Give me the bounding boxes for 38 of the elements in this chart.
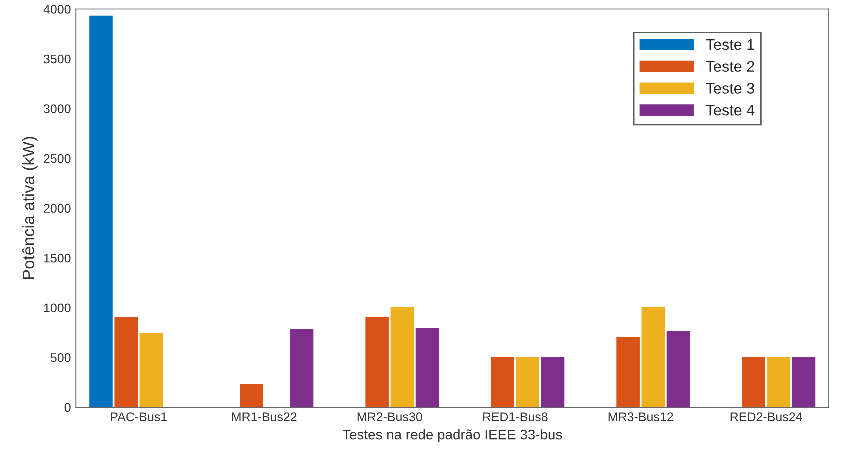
y-tick-label: 2000 xyxy=(44,204,71,213)
x-axis-title: Testes na rede padrão IEEE 33-bus xyxy=(342,430,562,442)
y-tick-label: 0 xyxy=(64,403,71,412)
y-tick-label: 2500 xyxy=(44,154,71,164)
x-tick-label: RED2-Bus24 xyxy=(730,412,802,422)
y-tick-label: 1500 xyxy=(44,254,71,263)
y-tick-label: 500 xyxy=(50,353,71,362)
bar xyxy=(666,331,690,408)
bar xyxy=(516,357,540,408)
y-axis-title: Potência ativa (kW) xyxy=(22,137,38,280)
legend-label: Teste 2 xyxy=(706,61,754,72)
bar xyxy=(642,308,666,408)
y-tick-label: 1000 xyxy=(44,304,71,313)
y-tick-label: 4000 xyxy=(44,5,71,14)
x-tick-label: MR1-Bus22 xyxy=(232,412,297,422)
x-tick-label: MR2-Bus30 xyxy=(358,412,422,422)
x-tick-label: MR3-Bus12 xyxy=(608,412,674,422)
bar xyxy=(541,357,565,408)
bar xyxy=(416,328,440,408)
bar xyxy=(792,357,816,408)
legend-label: Teste 1 xyxy=(706,40,754,50)
bar xyxy=(616,337,640,408)
bar xyxy=(742,357,766,408)
bar xyxy=(140,333,164,408)
bar xyxy=(90,16,113,408)
legend-label: Teste 4 xyxy=(706,105,755,116)
bar xyxy=(767,357,791,408)
bar xyxy=(290,329,314,408)
bar xyxy=(366,318,389,408)
bar xyxy=(390,308,414,408)
y-tick-label: 3500 xyxy=(44,54,71,64)
legend-label: Teste 3 xyxy=(706,83,754,94)
bar xyxy=(491,357,514,408)
x-tick-label: RED1-Bus8 xyxy=(483,412,548,422)
bar xyxy=(240,384,264,408)
y-tick-label: 3000 xyxy=(44,104,71,114)
x-tick-label: PAC-Bus1 xyxy=(111,412,167,422)
bar xyxy=(114,318,138,408)
